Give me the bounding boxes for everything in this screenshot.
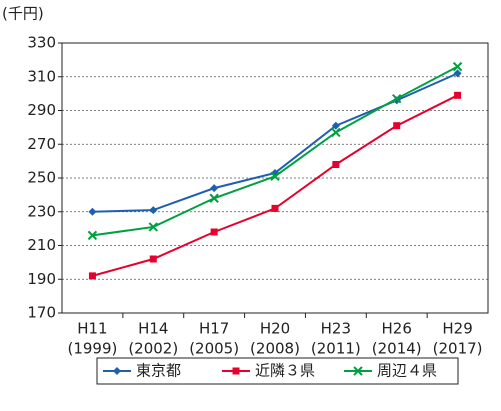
- marker: [270, 171, 280, 182]
- y-axis-label: (千円): [2, 5, 44, 23]
- x-tick-label: H26: [382, 320, 412, 338]
- x-tick-label: H29: [442, 320, 472, 338]
- marker: [210, 228, 218, 236]
- marker: [149, 255, 157, 263]
- marker: [232, 367, 240, 375]
- x-tick-label: H11: [77, 320, 107, 338]
- y-tick-label: 230: [27, 202, 56, 220]
- marker: [148, 222, 158, 232]
- x-tick-label: (2017): [433, 340, 483, 358]
- marker: [210, 184, 219, 193]
- legend-label: 周辺４県: [377, 362, 437, 380]
- legend-box: [96, 357, 459, 385]
- x-tick-label: (1999): [67, 340, 117, 358]
- x-tick-label: (2002): [128, 340, 178, 358]
- marker: [332, 161, 340, 168]
- y-tick-label: 270: [27, 135, 56, 153]
- series-line: [92, 94, 459, 277]
- marker: [88, 272, 96, 280]
- x-tick-label: H20: [260, 320, 290, 338]
- marker: [113, 367, 121, 375]
- x-tick-label: H17: [199, 320, 229, 338]
- marker: [209, 193, 219, 203]
- marker: [353, 366, 363, 376]
- y-tick-label: 170: [27, 304, 56, 322]
- x-tick-label: (2005): [189, 340, 239, 358]
- y-tick-label: 330: [27, 34, 56, 52]
- legend-label: 東京都: [136, 362, 181, 380]
- x-tick-label: H23: [321, 320, 351, 338]
- marker: [149, 206, 158, 215]
- series-line: [92, 72, 458, 213]
- legend-label: 近隣３県: [255, 362, 315, 380]
- marker: [392, 93, 402, 104]
- x-tick-label: H14: [138, 320, 168, 338]
- y-tick-label: 190: [27, 270, 56, 288]
- x-tick-label: (2011): [311, 340, 361, 358]
- marker: [331, 121, 340, 130]
- marker: [452, 61, 463, 72]
- y-tick-label: 210: [27, 236, 56, 254]
- y-tick-label: 250: [27, 169, 56, 187]
- y-tick-label: 310: [27, 67, 56, 85]
- marker: [453, 69, 462, 78]
- plot-frame: [61, 42, 489, 314]
- marker: [88, 207, 97, 216]
- x-tick-label: (2014): [372, 340, 422, 358]
- x-tick-label: (2008): [250, 340, 300, 358]
- marker: [393, 122, 401, 130]
- y-tick-label: 290: [27, 101, 56, 119]
- marker: [454, 91, 462, 99]
- marker: [331, 127, 341, 138]
- marker: [271, 204, 279, 212]
- marker: [87, 230, 98, 241]
